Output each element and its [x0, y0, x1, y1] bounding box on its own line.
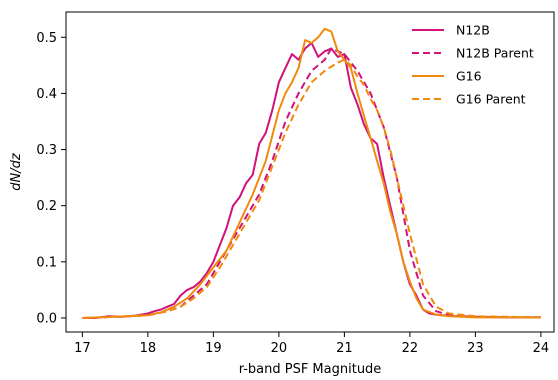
x-tick-label: 23 — [467, 341, 484, 356]
y-axis-label: dN/dz — [9, 152, 24, 191]
x-axis-label: r-band PSF Magnitude — [239, 362, 382, 377]
ticks-layer: 17 18 19 20 21 22 23 24 0.0 0.1 0.2 0.3 0.4 0.5 — [36, 31, 549, 356]
y-tick-label: 0.1 — [36, 255, 57, 270]
x-tick-label: 22 — [402, 341, 419, 356]
x-tick-label: 21 — [336, 341, 353, 356]
legend: N12B N12B Parent G16 G16 Parent — [412, 23, 534, 107]
y-tick-label: 0.3 — [36, 143, 57, 158]
y-tick-label: 0.5 — [36, 31, 57, 46]
legend-label-0: N12B — [456, 23, 490, 38]
series-layer — [82, 27, 541, 319]
x-tick-label: 19 — [205, 341, 222, 356]
legend-label-1: N12B Parent — [456, 46, 534, 61]
legend-label-2: G16 — [456, 69, 482, 84]
y-tick-label: 0.0 — [36, 311, 57, 326]
x-tick-label: 17 — [74, 341, 91, 356]
x-tick-label: 20 — [271, 341, 288, 356]
y-tick-label: 0.2 — [36, 199, 57, 214]
series-line-2 — [82, 27, 541, 319]
x-tick-label: 18 — [140, 341, 157, 356]
plot-frame — [65, 11, 555, 333]
series-line-1 — [82, 47, 541, 319]
legend-label-3: G16 Parent — [456, 92, 526, 107]
y-tick-label: 0.4 — [36, 87, 57, 102]
axes-layer — [65, 11, 555, 333]
x-tick-label: 24 — [533, 341, 550, 356]
